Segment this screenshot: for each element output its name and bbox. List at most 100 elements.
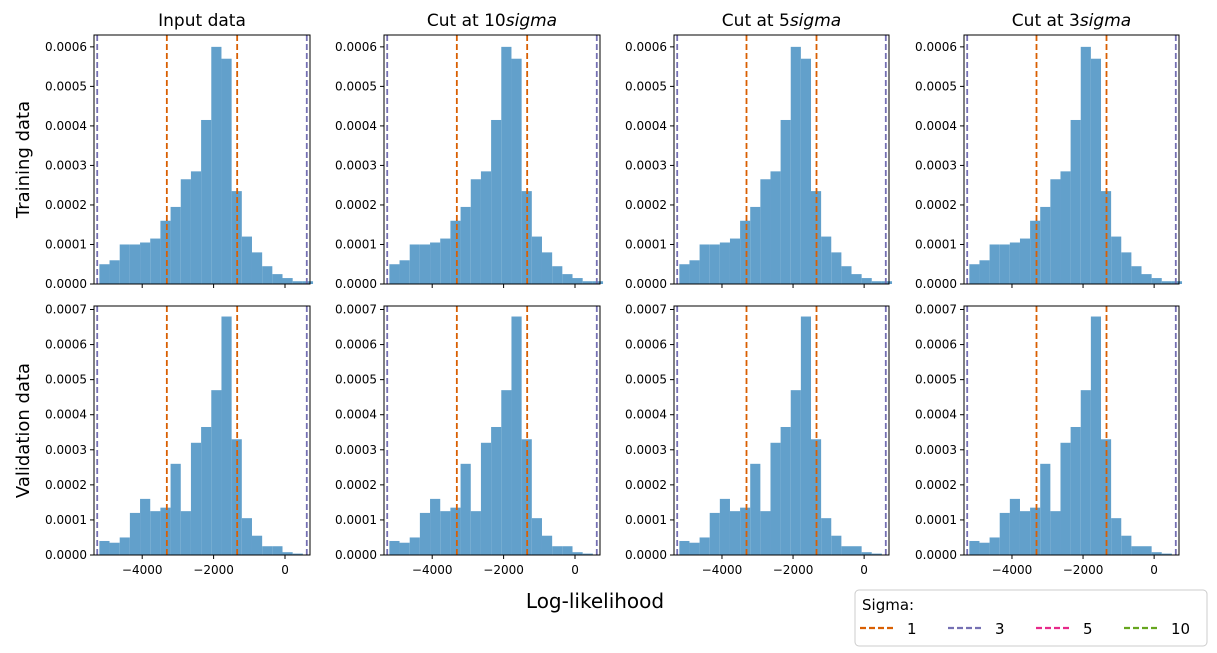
histogram-bar <box>861 552 872 555</box>
histogram-bar <box>1080 46 1091 284</box>
histogram-bar <box>99 264 110 284</box>
histogram-bar <box>491 426 502 555</box>
y-tick-label: 0.0001 <box>335 237 377 251</box>
histogram-bar <box>480 171 492 284</box>
histogram-bar <box>140 498 151 555</box>
histogram-bar <box>109 542 120 555</box>
histogram-bar <box>511 58 522 284</box>
subplot-r1-c2: 0.0000 0.0001 0.0002 0.0003 0.0004 0.0005 0.00… <box>625 303 890 577</box>
x-tick-label: −4000 <box>122 563 163 577</box>
y-tick-label: 0.0002 <box>915 478 957 492</box>
histogram-bar <box>1009 498 1020 555</box>
histogram-bar <box>450 220 461 284</box>
histogram-bar <box>201 119 212 284</box>
histogram-bar <box>119 537 130 555</box>
y-tick-label: 0.0003 <box>915 158 957 172</box>
x-tick-label: −4000 <box>702 563 743 577</box>
x-tick-label: 0 <box>281 563 289 577</box>
axes-frame <box>963 305 1180 556</box>
histogram-bar <box>999 512 1010 555</box>
histogram-bar <box>221 316 232 555</box>
histogram-bar <box>969 264 980 284</box>
histogram-bar <box>531 236 542 284</box>
y-tick-label: 0.0002 <box>45 478 87 492</box>
histogram-bar <box>552 546 563 555</box>
histogram-bar <box>800 316 811 555</box>
histogram-bar <box>450 507 461 555</box>
y-tick-label: 0.0007 <box>625 303 667 317</box>
histogram-bar <box>1019 511 1031 555</box>
histogram-bar <box>140 242 151 284</box>
histogram-bar <box>1050 179 1061 284</box>
histogram-bar <box>282 278 293 284</box>
y-tick-label: 0.0001 <box>335 513 377 527</box>
y-tick-label: 0.0005 <box>915 373 957 387</box>
histogram-bar <box>440 238 451 284</box>
histogram-bar <box>689 260 700 284</box>
histogram-bar <box>292 281 303 284</box>
histogram-bar <box>501 46 512 284</box>
histogram-bar <box>241 236 252 284</box>
histogram-bar <box>780 119 791 284</box>
histogram-bar <box>979 260 990 284</box>
y-tick-label: 0.0006 <box>915 338 957 352</box>
y-tick-label: 0.0002 <box>335 198 377 212</box>
histogram-bar <box>871 281 882 284</box>
column-title: Cut at 10sigma <box>427 11 557 31</box>
x-tick-label: −4000 <box>412 563 453 577</box>
histogram-bar <box>750 206 761 284</box>
y-tick-label: 0.0006 <box>915 40 957 54</box>
histogram-bar <box>1050 511 1061 555</box>
histogram-bar <box>689 542 700 555</box>
axes-frame <box>93 305 311 556</box>
y-tick-label: 0.0005 <box>915 79 957 93</box>
y-tick-label: 0.0005 <box>335 79 377 93</box>
y-tick-label: 0.0001 <box>45 513 87 527</box>
y-tick-label: 0.0004 <box>625 119 667 133</box>
axes-frame <box>673 34 890 285</box>
y-tick-label: 0.0007 <box>45 303 87 317</box>
histogram-bar <box>679 540 690 555</box>
y-tick-label: 0.0005 <box>335 373 377 387</box>
y-tick-label: 0.0000 <box>625 277 667 291</box>
y-tick-label: 0.0002 <box>335 478 377 492</box>
histogram-bar <box>129 512 141 555</box>
histogram-bar <box>699 537 710 555</box>
histogram-bar <box>1060 171 1071 284</box>
histogram-bar <box>1161 553 1172 555</box>
histogram-bar <box>719 242 730 284</box>
histogram-bar <box>262 546 273 555</box>
histogram-bar <box>419 244 431 284</box>
histogram-bar <box>1111 236 1122 284</box>
histogram-bar <box>389 540 400 555</box>
x-tick-label: −2000 <box>483 563 524 577</box>
y-tick-label: 0.0002 <box>625 198 667 212</box>
x-tick-label: −2000 <box>773 563 814 577</box>
histogram-bar <box>851 274 862 284</box>
histogram-bar <box>709 244 720 284</box>
histogram-bar <box>1131 546 1142 555</box>
histogram-bar <box>871 553 882 555</box>
y-tick-label: 0.0004 <box>335 408 377 422</box>
histogram-bar <box>211 390 222 555</box>
histogram-bar <box>160 507 171 555</box>
histogram-bar <box>1161 281 1172 284</box>
y-tick-label: 0.0001 <box>915 237 957 251</box>
histogram-bar <box>180 179 191 284</box>
histogram-bar <box>491 119 502 284</box>
y-tick-label: 0.0007 <box>915 303 957 317</box>
histogram-bar <box>1060 442 1071 555</box>
histogram-bar <box>419 512 431 555</box>
histogram-bar <box>999 244 1010 284</box>
subplot-r1-c3: 0.0000 0.0001 0.0002 0.0003 0.0004 0.0005 0.00… <box>915 303 1180 577</box>
x-tick-label: −2000 <box>193 563 234 577</box>
x-tick-label: 0 <box>571 563 579 577</box>
histogram-bar <box>790 390 801 555</box>
y-tick-label: 0.0005 <box>625 373 667 387</box>
histogram-bar <box>841 266 852 284</box>
y-tick-label: 0.0002 <box>915 198 957 212</box>
histogram-bar <box>1009 242 1020 284</box>
histogram-bar <box>480 442 492 555</box>
histogram-bar <box>430 242 441 284</box>
